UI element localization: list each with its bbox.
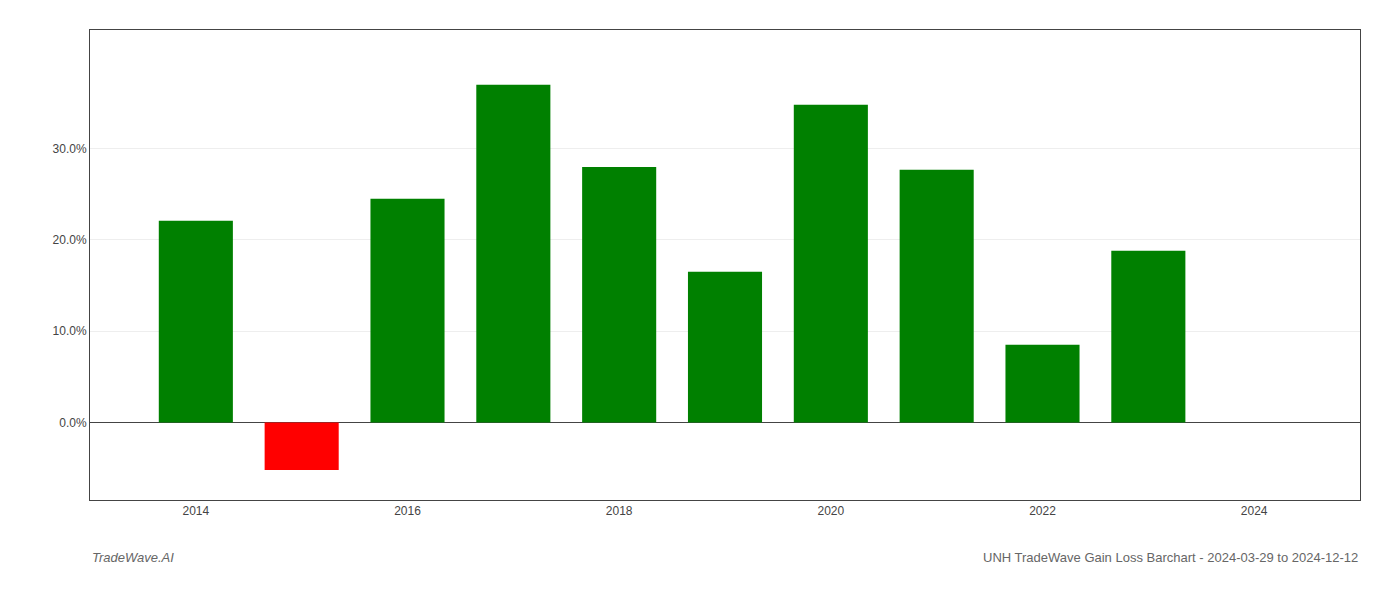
svg-text:2014: 2014 [182, 504, 209, 518]
svg-text:2024: 2024 [1241, 504, 1268, 518]
svg-text:30.0%: 30.0% [53, 142, 87, 156]
svg-text:0.0%: 0.0% [59, 416, 87, 430]
svg-text:20.0%: 20.0% [53, 233, 87, 247]
svg-text:2020: 2020 [817, 504, 844, 518]
svg-text:10.0%: 10.0% [53, 324, 87, 338]
svg-text:2016: 2016 [394, 504, 421, 518]
svg-text:2022: 2022 [1029, 504, 1056, 518]
svg-text:TradeWave.AI: TradeWave.AI [92, 550, 174, 565]
svg-text:2018: 2018 [606, 504, 633, 518]
svg-text:UNH TradeWave Gain Loss Barcha: UNH TradeWave Gain Loss Barchart - 2024-… [983, 550, 1358, 565]
